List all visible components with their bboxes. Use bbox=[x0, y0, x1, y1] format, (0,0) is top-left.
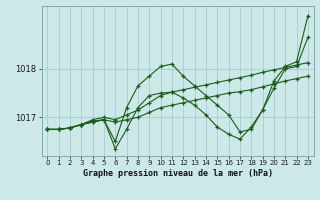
X-axis label: Graphe pression niveau de la mer (hPa): Graphe pression niveau de la mer (hPa) bbox=[83, 169, 273, 178]
